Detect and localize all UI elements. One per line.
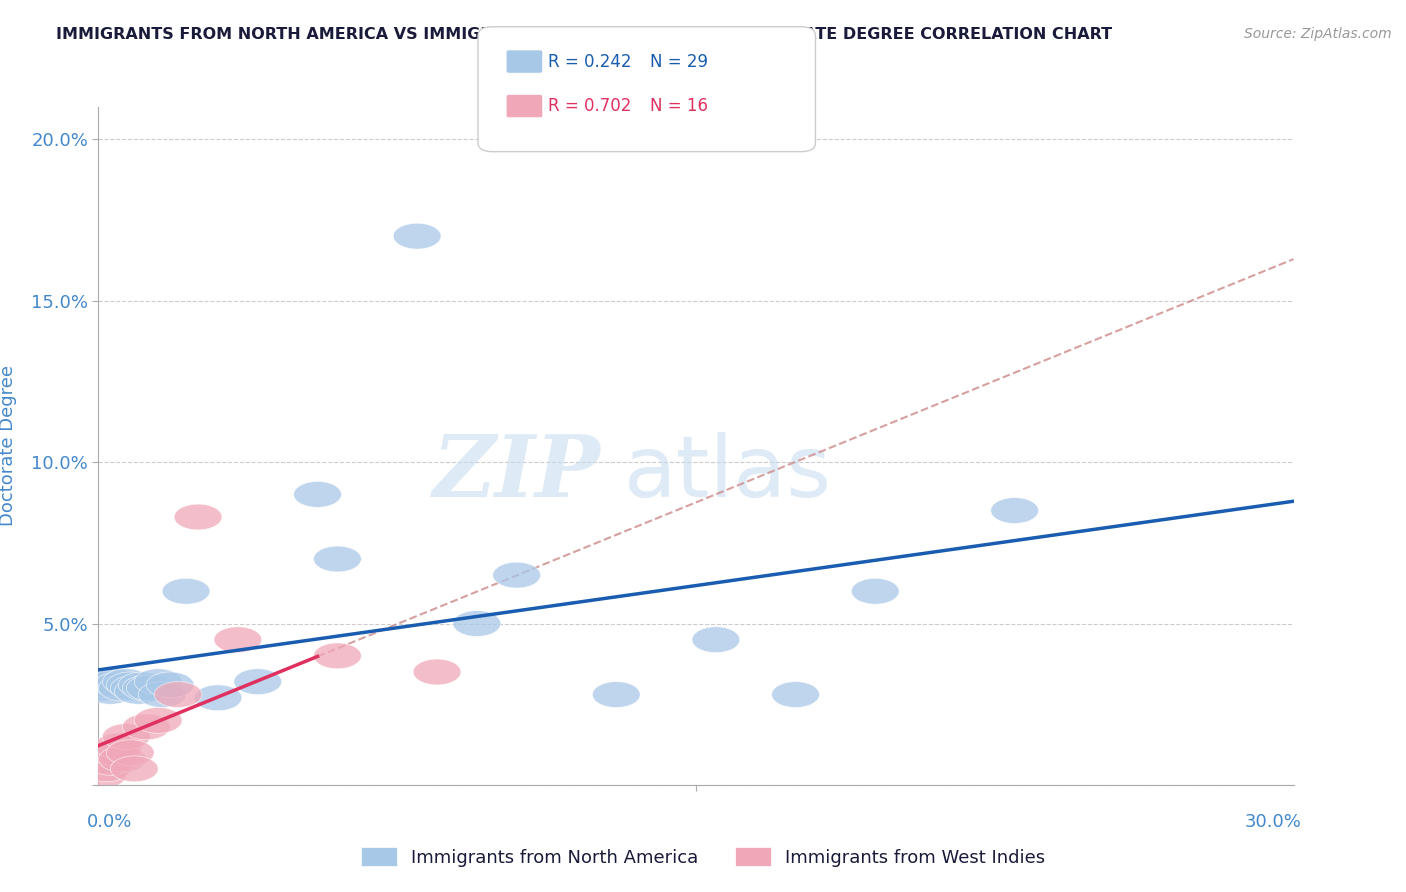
Ellipse shape xyxy=(413,659,461,685)
Text: N = 29: N = 29 xyxy=(650,53,707,70)
Ellipse shape xyxy=(494,562,541,588)
Ellipse shape xyxy=(94,672,142,698)
Ellipse shape xyxy=(394,223,441,249)
Ellipse shape xyxy=(453,611,501,637)
Ellipse shape xyxy=(79,763,127,789)
Ellipse shape xyxy=(107,672,155,698)
Ellipse shape xyxy=(592,681,640,707)
Ellipse shape xyxy=(772,681,820,707)
Ellipse shape xyxy=(103,669,150,695)
Ellipse shape xyxy=(162,578,209,604)
Ellipse shape xyxy=(127,675,174,701)
Ellipse shape xyxy=(135,707,183,733)
Ellipse shape xyxy=(98,675,146,701)
Ellipse shape xyxy=(114,679,162,705)
Ellipse shape xyxy=(83,756,131,781)
Ellipse shape xyxy=(94,733,142,759)
Ellipse shape xyxy=(98,747,146,772)
Ellipse shape xyxy=(155,681,202,707)
Ellipse shape xyxy=(135,669,183,695)
Text: 30.0%: 30.0% xyxy=(1244,813,1302,831)
Text: Source: ZipAtlas.com: Source: ZipAtlas.com xyxy=(1244,27,1392,41)
Ellipse shape xyxy=(118,672,166,698)
Ellipse shape xyxy=(111,756,159,781)
Legend: Immigrants from North America, Immigrants from West Indies: Immigrants from North America, Immigrant… xyxy=(353,840,1053,874)
Ellipse shape xyxy=(107,739,155,765)
Ellipse shape xyxy=(90,739,138,765)
Ellipse shape xyxy=(122,675,170,701)
Ellipse shape xyxy=(87,679,135,705)
Ellipse shape xyxy=(991,498,1039,524)
Ellipse shape xyxy=(122,714,170,739)
Text: ZIP: ZIP xyxy=(433,432,600,515)
Ellipse shape xyxy=(233,669,281,695)
Text: IMMIGRANTS FROM NORTH AMERICA VS IMMIGRANTS FROM WEST INDIES DOCTORATE DEGREE CO: IMMIGRANTS FROM NORTH AMERICA VS IMMIGRA… xyxy=(56,27,1112,42)
Text: atlas: atlas xyxy=(624,432,832,515)
Ellipse shape xyxy=(314,643,361,669)
Y-axis label: Doctorate Degree: Doctorate Degree xyxy=(0,366,17,526)
Ellipse shape xyxy=(294,482,342,508)
Ellipse shape xyxy=(103,723,150,749)
Ellipse shape xyxy=(852,578,900,604)
Ellipse shape xyxy=(138,681,186,707)
Text: 0.0%: 0.0% xyxy=(87,813,132,831)
Ellipse shape xyxy=(692,627,740,653)
Ellipse shape xyxy=(87,749,135,775)
Ellipse shape xyxy=(214,627,262,653)
Ellipse shape xyxy=(79,675,127,701)
Text: N = 16: N = 16 xyxy=(650,97,707,115)
Ellipse shape xyxy=(83,672,131,698)
Text: R = 0.702: R = 0.702 xyxy=(548,97,631,115)
Ellipse shape xyxy=(111,675,159,701)
Ellipse shape xyxy=(146,672,194,698)
Ellipse shape xyxy=(90,669,138,695)
Ellipse shape xyxy=(174,504,222,530)
Text: R = 0.242: R = 0.242 xyxy=(548,53,631,70)
Ellipse shape xyxy=(194,685,242,711)
Ellipse shape xyxy=(314,546,361,572)
